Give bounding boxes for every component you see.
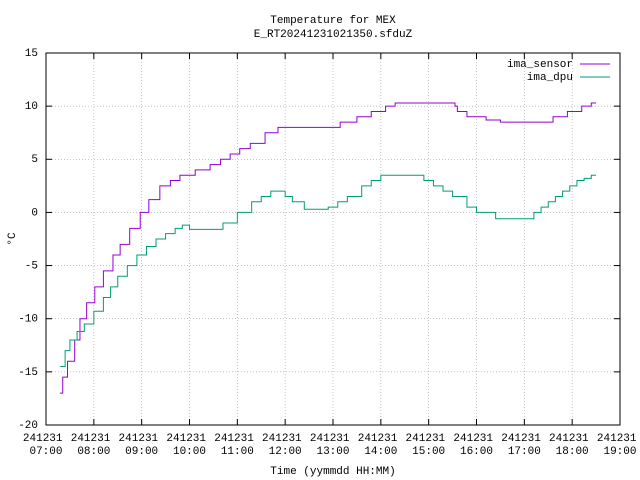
x-tick-label: 241231 08:00 (71, 433, 117, 458)
y-axis-label: °C (7, 232, 19, 246)
series-line (59, 102, 597, 394)
chart-title: Temperature for MEX (270, 15, 396, 27)
legend-label: ima_sensor (507, 59, 573, 71)
y-tick-label: 5 (31, 154, 38, 166)
x-tick-label: 241231 15:00 (406, 433, 452, 458)
x-tick-label: 241231 11:00 (214, 433, 260, 458)
y-tick-label: 0 (31, 207, 38, 219)
legend-label: ima_dpu (527, 72, 573, 84)
y-tick-label: -15 (18, 367, 38, 379)
chart-subtitle: E_RT20241231021350.sfduZ (254, 29, 413, 41)
x-tick-label: 241231 18:00 (549, 433, 595, 458)
y-tick-label: 10 (25, 101, 38, 113)
x-tick-label: 241231 10:00 (166, 433, 212, 458)
plot-frame (45, 52, 621, 426)
series-line (60, 174, 597, 368)
x-tick-label: 241231 17:00 (501, 433, 547, 458)
x-tick-label: 241231 07:00 (23, 433, 69, 458)
x-tick-label: 241231 14:00 (358, 433, 404, 458)
y-tick-label: 15 (25, 48, 38, 60)
y-tick-label: -10 (18, 314, 38, 326)
x-tick-label: 241231 16:00 (453, 433, 499, 458)
x-tick-label: 241231 09:00 (119, 433, 165, 458)
x-tick-label: 241231 12:00 (262, 433, 308, 458)
x-tick-label: 241231 19:00 (597, 433, 640, 458)
y-tick-label: -5 (25, 260, 38, 272)
y-tick-label: -20 (18, 420, 38, 432)
x-axis-label: Time (yymmdd HH:MM) (270, 466, 395, 478)
x-tick-label: 241231 13:00 (310, 433, 356, 458)
